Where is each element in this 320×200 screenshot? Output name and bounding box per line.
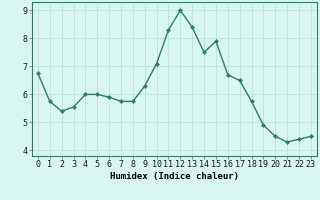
X-axis label: Humidex (Indice chaleur): Humidex (Indice chaleur) bbox=[110, 172, 239, 181]
